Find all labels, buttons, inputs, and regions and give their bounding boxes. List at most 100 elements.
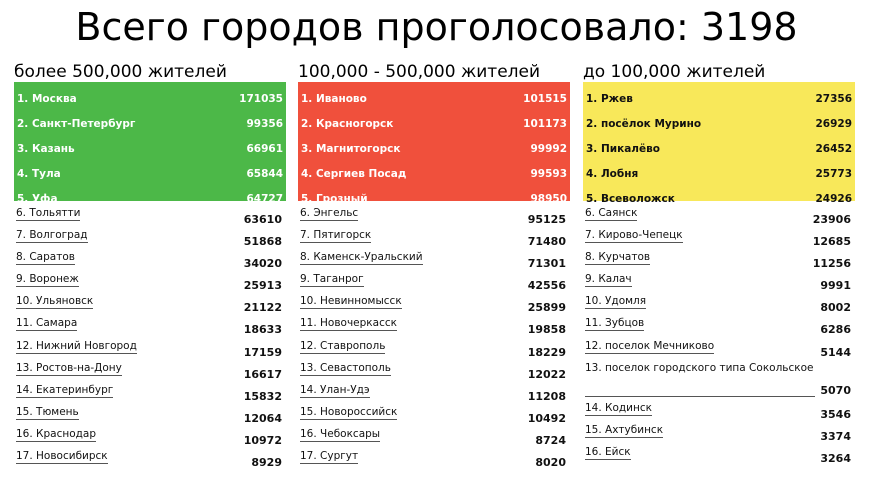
city-row: 8. Саратов 34020 <box>14 249 286 271</box>
city-row: 9. Воронеж 25913 <box>14 271 286 293</box>
city-name: 6. Саянск <box>585 207 638 221</box>
vote-count: 101173 <box>523 117 567 130</box>
city-row: 15. Ахтубинск 3374 <box>583 422 855 444</box>
city-name: 3. Казань <box>17 142 75 155</box>
vote-count: 71480 <box>527 235 566 249</box>
column-small-cities: до 100,000 жителей 1. Ржев 27356 2. посёло… <box>583 62 855 466</box>
underline-divider <box>585 395 815 397</box>
vote-count: 9991 <box>820 279 851 293</box>
vote-count: 8929 <box>251 456 282 470</box>
vote-count: 10972 <box>243 433 282 447</box>
city-name: 6. Тольятти <box>16 207 81 221</box>
city-name: 14. Кодинск <box>585 401 652 416</box>
vote-count: 99593 <box>530 168 567 181</box>
top-city-row: 1. Ржев 27356 <box>586 86 852 111</box>
top-city-row: 2. Красногорск 101173 <box>301 111 567 136</box>
top-city-row: 1. Москва 171035 <box>17 86 283 111</box>
vote-count: 11208 <box>527 389 566 403</box>
city-name: 11. Самара <box>16 317 78 332</box>
vote-count: 34020 <box>243 257 282 271</box>
city-name: 10. Удомля <box>585 295 647 310</box>
vote-count: 24926 <box>815 193 852 206</box>
column-heading: более 500,000 жителей <box>14 62 227 82</box>
top-city-row: 2. Санкт-Петербург 99356 <box>17 111 283 136</box>
vote-count: 25773 <box>815 168 852 181</box>
city-row: 14. Кодинск 3546 <box>583 400 855 422</box>
city-name: 12. Нижний Новгород <box>16 339 137 354</box>
city-row: 6. Энгельс 95125 <box>298 205 570 227</box>
vote-count: 23906 <box>812 213 851 226</box>
city-name: 4. Лобня <box>586 168 639 181</box>
city-row: 13. Севастополь 12022 <box>298 360 570 382</box>
city-row: 12. поселок Мечниково 5144 <box>583 338 855 360</box>
city-name: 7. Пятигорск <box>300 229 372 244</box>
city-name: 2. посёлок Мурино <box>586 117 702 130</box>
column-medium-cities: 100,000 - 500,000 жителей 1. Иваново 1015… <box>298 62 570 470</box>
city-name: 8. Каменск-Уральский <box>300 251 423 266</box>
city-name: 15. Тюмень <box>16 405 79 420</box>
city-name: 17. Новосибирск <box>16 450 108 465</box>
top-five-panel: 1. Ржев 27356 2. посёлок Мурино 26929 3. Пик… <box>583 82 855 205</box>
vote-count: 8724 <box>535 433 566 447</box>
top-five-panel: 1. Москва 171035 2. Санкт-Петербург 99356 3.… <box>14 82 286 205</box>
vote-count: 5070 <box>820 383 851 397</box>
city-name: 6. Энгельс <box>300 207 359 221</box>
vote-count: 12685 <box>812 235 851 249</box>
vote-count: 99992 <box>530 142 567 155</box>
top-city-row: 2. посёлок Мурино 26929 <box>586 111 852 136</box>
vote-count: 26929 <box>815 117 852 130</box>
vote-count: 42556 <box>527 279 566 293</box>
city-name: 16. Чебоксары <box>300 427 381 442</box>
vote-count: 8020 <box>535 456 566 470</box>
city-name: 1. Иваново <box>301 92 367 105</box>
city-row: 8. Каменск-Уральский 71301 <box>298 249 570 271</box>
city-row: 17. Сургут 8020 <box>298 448 570 470</box>
vote-count: 12022 <box>527 367 566 381</box>
city-row: 7. Волгоград 51868 <box>14 227 286 249</box>
vote-count: 17159 <box>243 345 282 359</box>
vote-count: 25899 <box>527 301 566 315</box>
vote-count: 98950 <box>530 193 567 206</box>
city-name: 2. Санкт-Петербург <box>17 117 136 130</box>
city-name: 9. Воронеж <box>16 273 79 288</box>
city-name: 17. Сургут <box>300 450 359 465</box>
city-name: 9. Калач <box>585 273 632 288</box>
vote-count: 3546 <box>820 407 851 421</box>
top-city-row: 5. Грозный 98950 <box>301 187 567 212</box>
top-city-row: 4. Лобня 25773 <box>586 162 852 187</box>
city-name: 13. Севастополь <box>300 361 391 376</box>
vote-count: 6286 <box>820 323 851 337</box>
vote-count: 27356 <box>815 92 852 105</box>
city-name: 12. поселок Мечниково <box>585 339 715 354</box>
vote-count: 51868 <box>243 235 282 249</box>
vote-count: 19858 <box>527 323 566 337</box>
vote-count: 66961 <box>246 142 283 155</box>
ranking-list: 6. Энгельс 95125 7. Пятигорск 71480 8. Камен… <box>298 205 570 470</box>
vote-count: 11256 <box>812 257 851 271</box>
vote-count: 3264 <box>820 451 851 465</box>
vote-count: 65844 <box>246 168 283 181</box>
top-city-row: 3. Пикалёво 26452 <box>586 136 852 161</box>
city-name: 15. Новороссийск <box>300 405 398 420</box>
city-name: 7. Волгоград <box>16 229 88 244</box>
city-row: 11. Самара 18633 <box>14 315 286 337</box>
city-row: 9. Калач 9991 <box>583 271 855 293</box>
vote-count: 26452 <box>815 142 852 155</box>
city-name: 16. Ейск <box>585 445 631 460</box>
city-row: 15. Тюмень 12064 <box>14 404 286 426</box>
city-row: 13. Ростов-на-Дону 16617 <box>14 360 286 382</box>
city-row: 8. Курчатов 11256 <box>583 249 855 271</box>
city-name: 10. Невинномысск <box>300 295 402 310</box>
city-row: 15. Новороссийск 10492 <box>298 404 570 426</box>
city-row: 12. Нижний Новгород 17159 <box>14 338 286 360</box>
top-city-row: 3. Казань 66961 <box>17 136 283 161</box>
city-row: 17. Новосибирск 8929 <box>14 448 286 470</box>
city-row: 7. Кирово-Чепецк 12685 <box>583 227 855 249</box>
city-name: 13. поселок городского типа Сокольское <box>585 361 814 374</box>
city-name: 5. Всеволожск <box>586 193 675 206</box>
city-row: 11. Зубцов 6286 <box>583 315 855 337</box>
vote-count: 8002 <box>820 301 851 315</box>
vote-count: 18633 <box>243 323 282 337</box>
city-name: 5. Грозный <box>301 193 368 206</box>
vote-count: 101515 <box>523 92 567 105</box>
